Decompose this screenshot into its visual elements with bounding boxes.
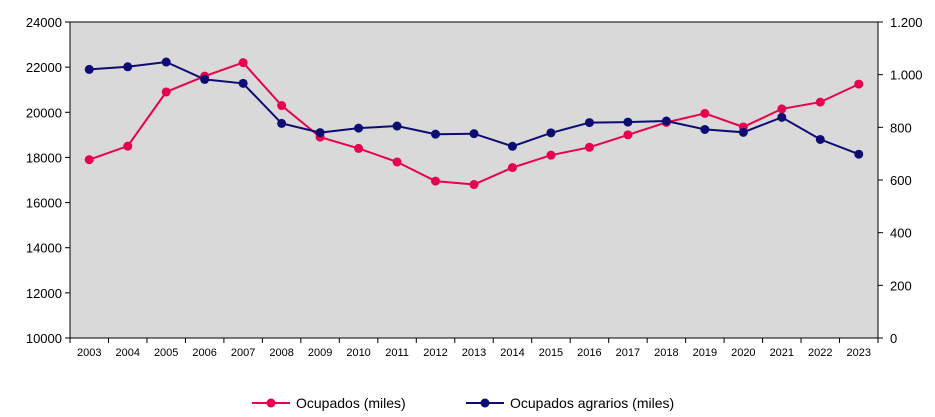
x-tick-label: 2006 bbox=[192, 347, 216, 359]
x-tick-label: 2015 bbox=[539, 347, 563, 359]
series-1-point bbox=[238, 58, 248, 68]
series-2-point bbox=[700, 124, 710, 134]
legend-label: Ocupados agrarios (miles) bbox=[510, 395, 674, 411]
series-2-point bbox=[431, 129, 441, 139]
series-1-point bbox=[161, 87, 171, 97]
x-tick-label: 2009 bbox=[308, 347, 332, 359]
series-1-point bbox=[354, 143, 364, 153]
y-right-tick-label: 0 bbox=[890, 331, 897, 346]
series-2-point bbox=[277, 118, 287, 128]
series-2-point bbox=[777, 112, 787, 122]
legend: Ocupados (miles) Ocupados agrarios (miles… bbox=[252, 395, 674, 411]
series-2-point bbox=[392, 121, 402, 131]
series-2-point bbox=[661, 116, 671, 126]
plot-area bbox=[69, 21, 879, 339]
series-1-point bbox=[623, 130, 633, 140]
y-left-tick-label: 14000 bbox=[26, 241, 62, 256]
series-2-point bbox=[815, 134, 825, 144]
series-2-point bbox=[315, 128, 325, 138]
y-left-tick-label: 10000 bbox=[26, 331, 62, 346]
y-left-tick-label: 12000 bbox=[26, 286, 62, 301]
x-tick-label: 2004 bbox=[115, 347, 139, 359]
y-right-tick-label: 1.200 bbox=[890, 15, 923, 30]
series-1-point bbox=[507, 163, 517, 173]
y-right-tick-label: 800 bbox=[890, 120, 912, 135]
series-1-point bbox=[546, 150, 556, 160]
x-tick-label: 2007 bbox=[231, 347, 255, 359]
x-tick-label: 2021 bbox=[770, 347, 794, 359]
x-tick-label: 2005 bbox=[154, 347, 178, 359]
series-1-point bbox=[431, 176, 441, 186]
y-right-tick-label: 400 bbox=[890, 226, 912, 241]
series-2-point bbox=[623, 117, 633, 127]
x-tick-label: 2019 bbox=[693, 347, 717, 359]
series-points bbox=[84, 57, 864, 190]
series-2-point bbox=[161, 57, 171, 67]
series-2-point bbox=[354, 123, 364, 133]
series-2-point bbox=[546, 128, 556, 138]
x-tick-label: 2013 bbox=[462, 347, 486, 359]
series-1-point bbox=[815, 97, 825, 107]
series-2-point bbox=[123, 62, 133, 72]
x-tick-label: 2018 bbox=[654, 347, 678, 359]
legend-swatch-marker bbox=[480, 398, 490, 408]
series-1-point bbox=[777, 104, 787, 114]
y-right-tick-label: 1.000 bbox=[890, 68, 923, 83]
x-tick-label: 2023 bbox=[847, 347, 871, 359]
x-tick-label: 2010 bbox=[346, 347, 370, 359]
series-1-point bbox=[277, 101, 287, 111]
series-2-point bbox=[584, 118, 594, 128]
x-tick-label: 2011 bbox=[385, 347, 409, 359]
x-tick-label: 2003 bbox=[77, 347, 101, 359]
y-left-tick-label: 22000 bbox=[26, 60, 62, 75]
series-1-point bbox=[854, 79, 864, 89]
y-left-tick-label: 20000 bbox=[26, 105, 62, 120]
series-1-point bbox=[392, 157, 402, 167]
series-1-point bbox=[469, 180, 479, 190]
series-1-point bbox=[584, 142, 594, 152]
series-1-point bbox=[123, 141, 133, 151]
series-2-point bbox=[469, 129, 479, 139]
series-2-point bbox=[200, 74, 210, 84]
series-1-point bbox=[700, 108, 710, 118]
legend-swatch-marker bbox=[266, 398, 276, 408]
series-2-point bbox=[854, 149, 864, 159]
x-tick-label: 2022 bbox=[808, 347, 832, 359]
y-left-tick-label: 24000 bbox=[26, 15, 62, 30]
series-1-point bbox=[84, 155, 94, 165]
series-2-point bbox=[738, 127, 748, 137]
x-tick-label: 2020 bbox=[731, 347, 755, 359]
y-right-tick-label: 600 bbox=[890, 173, 912, 188]
x-tick-label: 2008 bbox=[269, 347, 293, 359]
x-tick-label: 2012 bbox=[423, 347, 447, 359]
series-2-point bbox=[238, 78, 248, 88]
x-tick-label: 2017 bbox=[616, 347, 640, 359]
axes: 10000 12000 14000 16000 18000 20000 22000 24000… bbox=[26, 15, 923, 359]
x-tick-label: 2014 bbox=[500, 347, 524, 359]
y-left-tick-label: 16000 bbox=[26, 196, 62, 211]
y-left-tick-label: 18000 bbox=[26, 150, 62, 165]
legend-label: Ocupados (miles) bbox=[296, 395, 406, 411]
y-right-tick-label: 200 bbox=[890, 278, 912, 293]
x-tick-label: 2016 bbox=[577, 347, 601, 359]
series-2-point bbox=[507, 141, 517, 151]
series-2-point bbox=[84, 64, 94, 74]
